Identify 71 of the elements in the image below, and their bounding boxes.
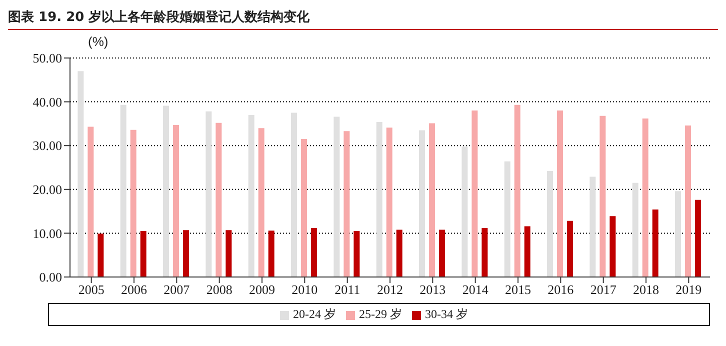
x-tick-label: 2017 — [590, 282, 617, 298]
x-tick-label: 2011 — [334, 282, 360, 298]
bar — [258, 128, 264, 277]
bar — [376, 122, 382, 277]
bar — [632, 182, 638, 277]
bar — [642, 118, 648, 277]
bar — [386, 128, 392, 277]
bar — [248, 114, 254, 277]
bar — [547, 171, 554, 277]
bar — [675, 191, 682, 277]
bar — [344, 131, 350, 277]
x-tick-label: 2016 — [548, 282, 574, 298]
bar — [462, 146, 468, 277]
bar — [439, 230, 446, 277]
bar — [695, 200, 702, 277]
bar — [268, 230, 274, 277]
y-axis-title: (%) — [88, 34, 108, 49]
x-tick-label: 2009 — [249, 282, 275, 298]
bar — [334, 116, 340, 277]
x-tick-label: 2005 — [78, 282, 104, 298]
bar — [130, 130, 136, 277]
bar — [216, 122, 222, 277]
y-tick-label: 40.00 — [32, 94, 62, 110]
bar — [311, 228, 318, 277]
bar — [140, 231, 146, 277]
bar — [206, 111, 212, 277]
x-tick-label: 2010 — [292, 282, 318, 298]
bar — [78, 71, 84, 277]
x-tick-label: 2008 — [206, 282, 232, 298]
bar — [88, 126, 94, 277]
bar — [504, 161, 510, 277]
x-tick-label: 2015 — [505, 282, 531, 298]
y-tick-label: 0.00 — [39, 270, 62, 285]
x-tick-label: 2019 — [676, 282, 702, 298]
x-tick-label: 2014 — [462, 282, 489, 298]
bar — [98, 234, 104, 277]
x-tick-label: 2012 — [377, 282, 403, 298]
bar — [396, 230, 402, 277]
bar — [652, 210, 658, 277]
bar — [472, 110, 478, 277]
bar — [354, 231, 360, 277]
bar — [419, 130, 426, 277]
bar — [482, 228, 488, 277]
x-tick-label: 2018 — [633, 282, 659, 298]
bar — [685, 125, 692, 277]
x-tick-label: 2013 — [420, 282, 446, 298]
bar — [524, 226, 530, 277]
legend-label: 30-34 岁 — [425, 307, 468, 321]
y-tick-label: 10.00 — [32, 226, 62, 241]
chart-title: 图表 19. 20 岁以上各年龄段婚姻登记人数结构变化 — [8, 8, 718, 30]
bar — [291, 112, 298, 277]
y-tick-label: 50.00 — [32, 50, 62, 66]
bar — [163, 106, 170, 277]
bar — [590, 176, 596, 277]
bar — [557, 110, 564, 277]
y-tick-label: 30.00 — [32, 138, 62, 154]
bar — [567, 220, 574, 277]
bar — [600, 116, 606, 277]
bar — [514, 104, 520, 277]
bar — [429, 123, 436, 277]
y-tick-label: 20.00 — [32, 182, 62, 198]
bar — [610, 216, 616, 277]
x-tick-label: 2007 — [164, 282, 190, 298]
bar — [183, 230, 190, 277]
bar — [120, 104, 126, 277]
bar — [301, 139, 308, 277]
bar — [226, 230, 232, 277]
legend-label: 25-29 岁 — [359, 307, 402, 321]
x-tick-label: 2006 — [121, 282, 148, 298]
bar — [173, 125, 180, 277]
legend-label: 20-24 岁 — [293, 307, 336, 321]
